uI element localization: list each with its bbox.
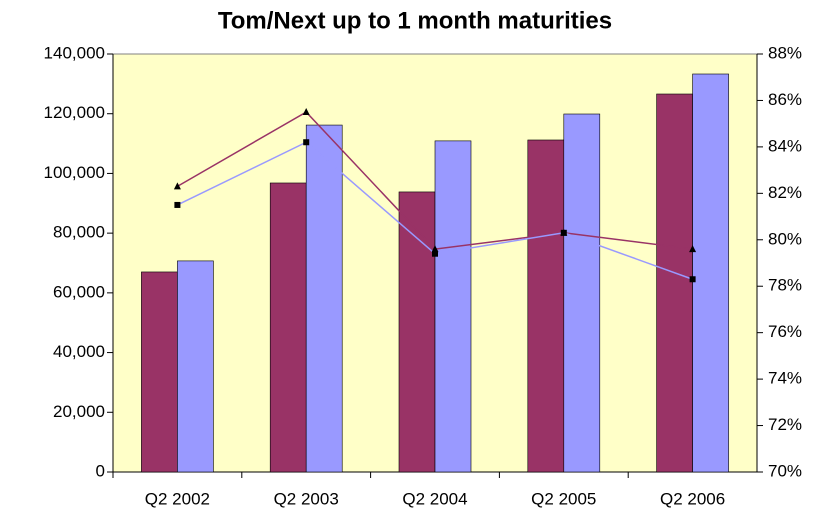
- bar: [563, 113, 601, 473]
- y2-tick-label: 78%: [768, 276, 802, 295]
- bar: [692, 73, 729, 473]
- x-tick-label: Q2 2006: [660, 489, 725, 508]
- marker: [432, 250, 438, 257]
- bar: [305, 124, 343, 473]
- y-tick-label: 0: [96, 461, 105, 480]
- y-tick-label: 100,000: [44, 163, 105, 182]
- marker: [303, 139, 310, 146]
- marker: [174, 201, 181, 208]
- x-tick-label: Q2 2005: [531, 489, 596, 508]
- marker: [431, 245, 439, 253]
- chart-title: Tom/Next up to 1 month maturities: [218, 7, 612, 34]
- marker: [173, 182, 181, 190]
- x-tick-label: Q2 2002: [145, 489, 210, 508]
- y2-tick-label: 84%: [768, 136, 802, 155]
- marker: [689, 245, 697, 253]
- y2-tick-label: 86%: [768, 90, 802, 109]
- bar: [141, 271, 178, 473]
- bar: [656, 93, 693, 473]
- y2-tick-label: 76%: [768, 322, 802, 341]
- y2-tick-label: 70%: [768, 461, 802, 480]
- y2-tick-label: 82%: [768, 183, 802, 202]
- marker: [302, 108, 310, 116]
- bar: [269, 182, 307, 473]
- bar: [177, 260, 214, 473]
- bar: [527, 139, 565, 473]
- y2-tick-label: 88%: [768, 43, 802, 62]
- y-tick-label: 140,000: [44, 43, 105, 62]
- bar: [434, 140, 472, 473]
- y-tick-label: 120,000: [44, 103, 105, 122]
- bar: [398, 191, 436, 473]
- marker: [689, 276, 696, 283]
- y-tick-label: 40,000: [53, 342, 105, 361]
- y2-tick-label: 74%: [768, 369, 802, 388]
- x-tick-label: Q2 2003: [274, 489, 339, 508]
- x-tick-label: Q2 2004: [402, 489, 467, 508]
- marker: [560, 229, 567, 236]
- y2-tick-label: 80%: [768, 229, 802, 248]
- y-tick-label: 60,000: [53, 282, 105, 301]
- y-tick-label: 20,000: [53, 402, 105, 421]
- y2-tick-label: 72%: [768, 415, 802, 434]
- y-tick-label: 80,000: [53, 223, 105, 242]
